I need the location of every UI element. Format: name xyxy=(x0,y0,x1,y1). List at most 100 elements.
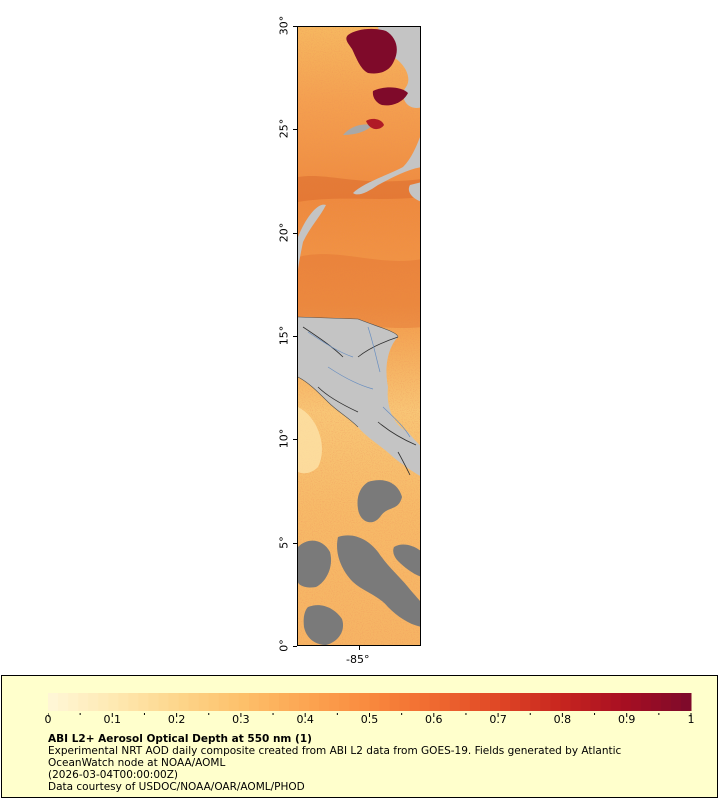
lat-tick-25 xyxy=(293,129,297,130)
colorbar-label: 0.8 xyxy=(553,713,572,726)
colorbar-cell xyxy=(660,693,672,711)
colorbar-cell xyxy=(670,693,682,711)
dark-haze-south xyxy=(298,254,420,329)
colorbar-label: 0.2 xyxy=(167,713,186,726)
caption-title: ABI L2+ Aerosol Optical Depth at 550 nm … xyxy=(48,733,312,745)
lat-label-25: 25° xyxy=(277,119,291,139)
colorbar-label: 0 xyxy=(44,713,52,726)
coastlines xyxy=(298,316,399,428)
colorbar-cell xyxy=(258,693,270,711)
colorbar-cell xyxy=(138,693,149,711)
colorbar-cell xyxy=(98,693,109,711)
colorbar-label: 0.1 xyxy=(103,713,122,726)
caption-line-2: OceanWatch node at NOAA/AOML xyxy=(48,757,226,769)
colorbar-cell xyxy=(640,693,652,711)
colorbar-label: 0.3 xyxy=(232,713,250,726)
colorbar-label: 0.9 xyxy=(617,713,636,726)
colorbar-label: 0.7 xyxy=(489,713,507,726)
colorbar-cell xyxy=(339,693,350,711)
colorbar-cell xyxy=(289,693,300,711)
high-aod-plume xyxy=(346,28,397,74)
colorbar-cell xyxy=(530,693,541,711)
colorbar-cell xyxy=(570,693,581,711)
colorbar-cell xyxy=(48,693,59,711)
colorbar-cell xyxy=(650,693,662,711)
colorbar xyxy=(48,693,692,717)
colorbar-cell xyxy=(620,693,632,711)
colorbar-cell xyxy=(550,693,561,711)
colorbar-cell xyxy=(299,693,310,711)
colorbar-cell xyxy=(168,693,180,711)
colorbar-cell xyxy=(459,693,471,711)
colorbar-cell xyxy=(399,693,411,711)
colorbar-cell xyxy=(540,693,551,711)
colorbar-cell xyxy=(359,693,370,711)
lat-label-15: 15° xyxy=(277,325,291,346)
colorbar-cell xyxy=(610,693,622,711)
land-central-america xyxy=(298,317,420,476)
colorbar-cell xyxy=(419,693,431,711)
lat-tick-5 xyxy=(293,543,297,544)
colorbar-label: 0.5 xyxy=(360,713,379,726)
colorbar-cell xyxy=(309,693,320,711)
colorbar-cell xyxy=(500,693,511,711)
colorbar-cell xyxy=(158,693,170,711)
colorbar-cell xyxy=(128,693,139,711)
colorbar-cell xyxy=(208,693,220,711)
colorbar-cell xyxy=(580,693,592,711)
colorbar-cell xyxy=(680,693,692,711)
legend-panel: 0 0.1 0.2 0.3 0.4 0.5 0.6 0.7 0.8 0.9 1 ABI L2+ Ae… xyxy=(1,675,718,798)
longitude-label: -85° xyxy=(346,653,370,666)
colorbar-cell xyxy=(560,693,571,711)
colorbar-cell xyxy=(429,693,441,711)
caption: ABI L2+ Aerosol Optical Depth at 550 nm … xyxy=(48,733,688,793)
caption-line-3: (2026-03-04T00:00:00Z) xyxy=(48,769,178,781)
colorbar-cell xyxy=(218,693,230,711)
colorbar-cell xyxy=(510,693,521,711)
land-east-coast xyxy=(353,137,420,195)
aod-map-image xyxy=(298,27,420,645)
lat-tick-30 xyxy=(293,26,297,27)
colorbar-cell xyxy=(319,693,330,711)
colorbar-cell xyxy=(520,693,531,711)
colorbar-cell xyxy=(238,693,250,711)
light-haze-west xyxy=(298,407,322,474)
colorbar-cell xyxy=(590,693,602,711)
colorbar-cell xyxy=(188,693,200,711)
colorbar-cell xyxy=(379,693,391,711)
country-borders xyxy=(302,326,417,476)
colorbar-cell xyxy=(118,693,129,711)
colorbar-cell xyxy=(449,693,461,711)
land-yucatan xyxy=(408,182,420,202)
colorbar-cell xyxy=(58,693,69,711)
colorbar-cell xyxy=(68,693,79,711)
colorbar-cell xyxy=(228,693,240,711)
colorbar-cell xyxy=(178,693,190,711)
colorbar-label: 0.6 xyxy=(425,713,443,726)
aod-map xyxy=(297,26,421,646)
colorbar-cell xyxy=(78,693,89,711)
high-aod-plume-2 xyxy=(372,87,408,106)
colorbar-cell xyxy=(88,693,99,711)
lat-tick-15 xyxy=(293,336,297,337)
lon-tick-mark xyxy=(359,646,360,650)
no-data-5 xyxy=(303,605,344,645)
lat-label-20: 20° xyxy=(277,222,291,242)
colorbar-cell xyxy=(279,693,290,711)
colorbar-cell xyxy=(490,693,501,711)
lat-label-30: 30° xyxy=(277,15,291,36)
lat-tick-0 xyxy=(293,646,297,647)
colorbar-cell xyxy=(329,693,340,711)
colorbar-cell xyxy=(439,693,451,711)
colorbar-cell xyxy=(198,693,210,711)
lat-label-5: 5° xyxy=(277,535,291,549)
no-data-1 xyxy=(357,480,402,523)
lat-label-0: 0° xyxy=(277,639,291,652)
no-data-2 xyxy=(298,540,332,588)
colorbar-label: 0.4 xyxy=(296,713,314,726)
colorbar-cell xyxy=(469,693,481,711)
colorbar-cell xyxy=(148,693,160,711)
colorbar-cell xyxy=(248,693,260,711)
colorbar-cell xyxy=(269,693,280,711)
land-islands xyxy=(343,124,372,135)
